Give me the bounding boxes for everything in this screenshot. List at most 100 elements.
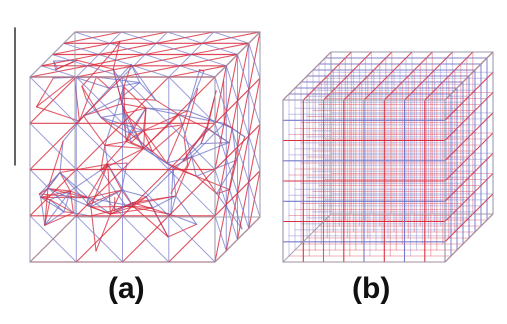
- strut: [195, 175, 231, 191]
- strut: [47, 187, 71, 192]
- strut: [172, 166, 177, 197]
- face-strut: [237, 146, 250, 183]
- strut: [107, 163, 111, 215]
- strut: [109, 207, 154, 215]
- strut: [47, 171, 61, 190]
- strut: [182, 142, 230, 162]
- face-strut: [122, 169, 170, 217]
- face-strut: [133, 54, 146, 67]
- strut: [175, 195, 198, 225]
- strut: [90, 163, 109, 208]
- face-strut: [168, 76, 216, 124]
- face-strut: [225, 192, 239, 206]
- strut: [104, 144, 109, 165]
- strut: [44, 187, 49, 226]
- strut: [139, 82, 157, 101]
- face-strut: [237, 54, 250, 90]
- face-strut: [248, 77, 261, 91]
- face-strut: [225, 157, 238, 194]
- face-strut: [225, 204, 238, 240]
- face-strut: [133, 65, 170, 78]
- strut: [170, 195, 177, 216]
- strut: [59, 140, 64, 174]
- strut: [155, 99, 180, 116]
- face-strut: [236, 135, 250, 148]
- cube-edge: [29, 31, 76, 78]
- strut: [183, 137, 189, 166]
- cube-edge: [282, 51, 332, 101]
- strut: [123, 112, 127, 143]
- face-strut: [214, 215, 227, 252]
- face-strut: [75, 65, 88, 78]
- face-strut: [155, 42, 192, 55]
- strut: [49, 199, 74, 214]
- cube-edge: [444, 213, 494, 263]
- strut: [73, 76, 110, 89]
- face-strut: [122, 76, 170, 124]
- strut: [90, 189, 123, 208]
- face-strut: [214, 122, 227, 159]
- strut: [178, 114, 208, 130]
- strut: [87, 189, 123, 199]
- strut: [123, 86, 147, 109]
- strut: [166, 124, 184, 164]
- strut: [107, 162, 128, 165]
- strut: [132, 205, 154, 209]
- strut: [151, 124, 184, 152]
- strut: [167, 223, 198, 238]
- face-strut: [225, 65, 238, 102]
- face-strut: [214, 203, 227, 217]
- face-strut: [120, 31, 157, 44]
- cube-edge: [214, 216, 261, 263]
- face-strut: [29, 169, 77, 217]
- panel-b-caption: (b): [352, 272, 391, 305]
- face-strut: [122, 215, 170, 263]
- face-strut: [190, 42, 203, 55]
- strut: [119, 97, 157, 101]
- face-strut: [225, 100, 239, 113]
- strut: [82, 103, 123, 117]
- strut: [195, 175, 218, 195]
- face-strut: [214, 76, 227, 113]
- face-strut: [74, 31, 111, 44]
- face-strut: [248, 135, 261, 172]
- cube-edge: [214, 31, 261, 78]
- face-strut: [236, 181, 250, 194]
- face-strut: [168, 169, 216, 217]
- strut: [63, 211, 74, 214]
- face-strut: [214, 111, 227, 124]
- face-strut: [98, 54, 135, 67]
- strut: [125, 140, 145, 150]
- strut: [40, 196, 65, 213]
- face-strut: [155, 31, 168, 44]
- face-strut: [40, 65, 77, 78]
- face-strut: [236, 88, 250, 102]
- face-strut: [225, 111, 238, 148]
- face-strut: [29, 122, 77, 170]
- face-strut: [75, 215, 123, 263]
- strut: [142, 110, 189, 132]
- face-strut: [75, 169, 123, 217]
- face-strut: [87, 54, 100, 67]
- strut: [128, 107, 147, 134]
- face-strut: [202, 31, 215, 44]
- strut: [90, 205, 134, 208]
- face-strut: [214, 157, 227, 171]
- face-strut: [179, 54, 192, 67]
- strut: [78, 76, 97, 122]
- strut: [95, 76, 110, 89]
- strut: [40, 190, 71, 198]
- strut: [69, 190, 74, 214]
- strut: [191, 156, 197, 177]
- strut: [59, 171, 71, 192]
- face-strut: [122, 122, 170, 170]
- strut: [145, 107, 189, 112]
- face-strut: [75, 76, 123, 124]
- strut: [82, 97, 121, 117]
- face-strut: [144, 54, 181, 67]
- face-strut: [190, 54, 227, 67]
- strut: [40, 196, 51, 201]
- face-strut: [248, 89, 261, 125]
- strut: [130, 130, 144, 144]
